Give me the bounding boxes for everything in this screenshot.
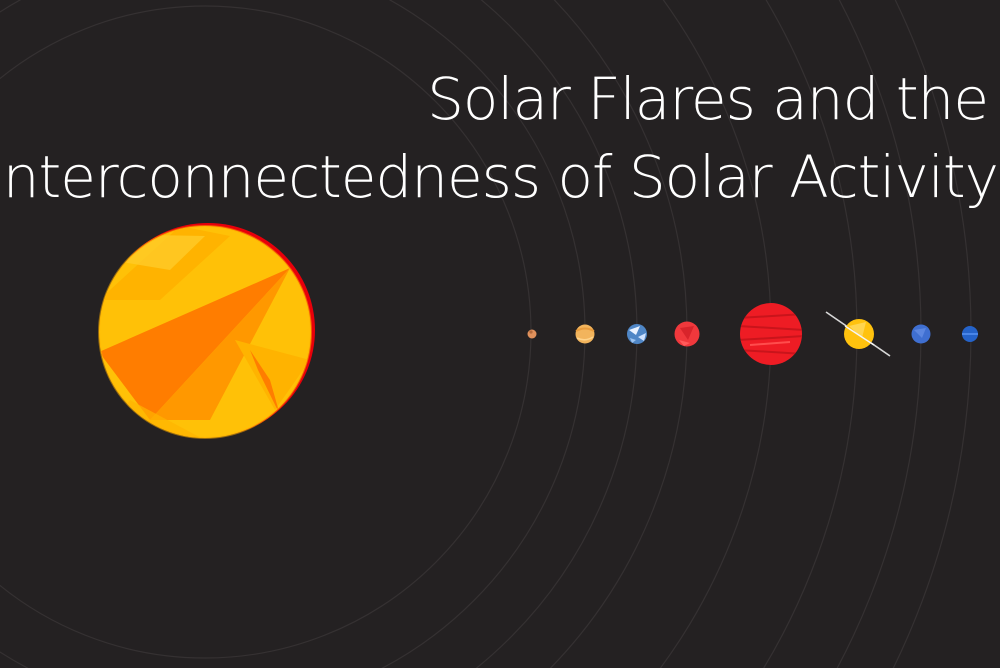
uranus-icon [911, 324, 931, 344]
page-title-line-2: Interconnectedness of Solar Activity [0, 143, 999, 211]
sun-icon [98, 223, 315, 439]
venus-icon [575, 324, 595, 344]
earth-icon [627, 324, 647, 344]
mercury-icon [527, 329, 537, 339]
page-title-line-1: Solar Flares and the [427, 65, 989, 133]
mars-icon [674, 321, 700, 347]
neptune-icon [962, 326, 978, 342]
jupiter-icon [740, 303, 802, 365]
saturn-icon [825, 311, 891, 357]
